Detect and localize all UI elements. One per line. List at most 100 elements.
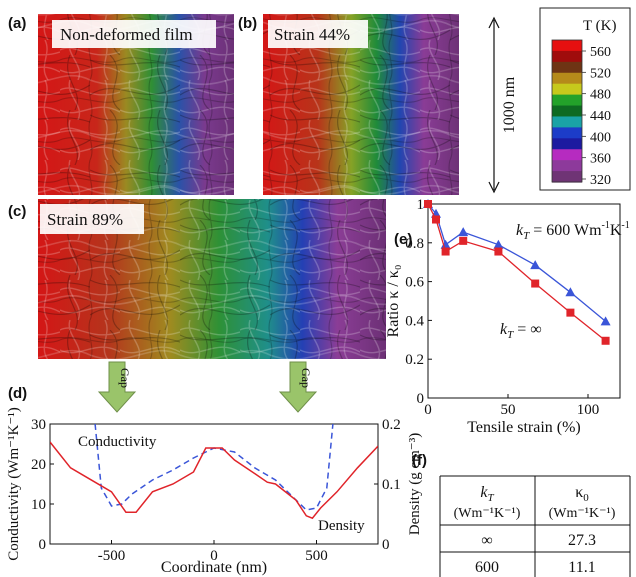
chart-e-x-axis-title: Tensile strain (%) (467, 419, 581, 436)
colorbar-swatch (552, 50, 582, 63)
colorbar-swatches (551, 39, 583, 183)
gap-arrow-right: Gap (278, 361, 318, 413)
chart-e-label-ktinf: kT = ∞ (500, 321, 542, 341)
chart-e-y-axis-title: Ratio κ / κ₀ (385, 265, 402, 338)
panel-c: (c) Strain 89% (8, 199, 386, 359)
gap-arrow-left: Gap (97, 361, 137, 413)
chart-e-series-line-1 (427, 203, 607, 342)
panel-a-label-box (52, 20, 216, 48)
colorbar-swatch (552, 116, 582, 128)
colorbar-tick-label: 360 (590, 152, 611, 167)
chart-e-point-triangle (493, 239, 504, 249)
chart-e-label-ktinf-part: = ∞ (513, 321, 541, 338)
scale-bar: 1000 nm (488, 16, 518, 194)
panel-a: (a) Non-deformed film (8, 14, 234, 195)
chart-e-x-tick-label: 0 (424, 402, 432, 418)
gap-label-right: Gap (299, 368, 313, 388)
chart-e-point-square (441, 247, 450, 256)
panel-f: (f) kT (Wm⁻¹K⁻¹) κ0 (Wm⁻¹K⁻¹) ∞ 27.3 600… (412, 452, 631, 577)
chart-e-point-square (494, 247, 503, 256)
colorbar-swatch (552, 105, 582, 118)
chart-e-y-tick-label: 0.4 (405, 313, 424, 329)
chart-d-label-density: Density (318, 518, 365, 534)
chart-e-x-tick-label: 50 (501, 402, 516, 418)
gap-label-left: Gap (118, 368, 132, 388)
table-header-kt: kT (480, 484, 494, 504)
chart-e-label-kt600-part: k (516, 222, 524, 239)
scale-bar-arrow-bottom (488, 181, 500, 194)
colorbar-title: T (K) (583, 18, 616, 34)
chart-d-y2-tick-label: 0.1 (382, 477, 401, 493)
colorbar-outline (551, 39, 583, 183)
chart-d-y-tick-label: 20 (31, 457, 46, 473)
chart-e-label-ktinf-part: T (507, 329, 514, 341)
chart-e-point-square (566, 308, 575, 317)
colorbar-swatch (552, 138, 582, 150)
chart-e-point-triangle (440, 239, 451, 249)
chart-d-y-tick-label: 0 (39, 537, 47, 553)
chart-e-y-tick-label: 0.2 (405, 352, 424, 368)
chart-e-point-square (432, 215, 440, 224)
gap-arrow-right-shape (278, 361, 318, 413)
scale-bar-label: 1000 nm (501, 76, 518, 133)
colorbar-swatch (552, 83, 582, 96)
chart-d-x-axis-title: Coordinate (nm) (161, 559, 267, 576)
colorbar-swatch (552, 127, 582, 139)
panel-c-label-box (40, 204, 144, 234)
panel-b-label-box (268, 20, 368, 48)
panel-c-letter: (c) (8, 203, 26, 220)
chart-e-point-square (601, 336, 610, 345)
colorbar-swatch (552, 40, 582, 52)
panel-e-letter: (e) (394, 231, 412, 248)
chart-e-label-kt600: kT = 600 Wm-1K-1 (516, 220, 630, 242)
table-cell-kappa0-row1: 27.3 (568, 532, 596, 549)
chart-e-point-triangle (530, 260, 541, 270)
panel-b-label: Strain 44% (274, 25, 350, 44)
chart-d-y-axis-title: Conductivity (Wm⁻¹K⁻¹) (6, 407, 22, 561)
chart-d-x-tick-label: 500 (305, 548, 328, 564)
chart-e-y-tick-label: 0 (417, 391, 425, 407)
chart-e-x-tick-label: 100 (577, 402, 600, 418)
colorbar-swatch (552, 149, 582, 161)
colorbar-tick-label: 400 (590, 130, 611, 145)
colorbar-tick-label: 560 (590, 45, 611, 60)
colorbar-swatch (552, 94, 582, 107)
chart-e-label-kt600-part: T (523, 230, 530, 242)
colorbar-tick-label: 520 (590, 66, 611, 81)
chart-e-label-ktinf-part: k (500, 321, 508, 338)
colorbar-swatch (552, 160, 582, 172)
colorbar: T (K) 560 520 480 440 400 360 320 (539, 7, 631, 191)
chart-e-y-tick-label: 0.6 (405, 275, 424, 291)
scale-bar-arrow-top (488, 16, 500, 29)
chart-e-label-kt600-part: -1 (621, 220, 629, 231)
chart-e-point-triangle (600, 316, 611, 326)
chart-d-y2-axis-title: Density (g cm⁻³) (407, 433, 423, 535)
table-cell-kt-row1: ∞ (481, 532, 492, 549)
colorbar-tick-label: 320 (590, 173, 611, 188)
panel-b: (b) Strain 44% (238, 14, 459, 195)
chart-d-label-conductivity: Conductivity (78, 434, 157, 450)
chart-e-frame (427, 203, 621, 399)
colorbar-tick-label: 440 (590, 109, 611, 124)
chart-e-point-triangle (565, 287, 576, 297)
chart-e-label-kt600-part: = 600 Wm (529, 222, 602, 239)
panel-f-letter: (f) (412, 452, 427, 469)
panel-a-label: Non-deformed film (60, 25, 193, 44)
chart-d-x-tick-label: -500 (98, 548, 126, 564)
chart-d-y-tick-label: 30 (31, 417, 46, 433)
colorbar-swatch (552, 61, 582, 74)
chart-e-y-tick-label: 1 (417, 197, 425, 213)
chart-e-point-square (459, 236, 468, 245)
panel-a-letter: (a) (8, 15, 26, 32)
panel-d: (d) -500 0 500 0 10 20 30 0 0.1 0.2 Conductivity De… (6, 385, 423, 576)
table-header-kappa0: κ0 (575, 484, 589, 504)
data-table: kT (Wm⁻¹K⁻¹) κ0 (Wm⁻¹K⁻¹) ∞ 27.3 600 11.… (439, 475, 631, 577)
panel-c-label: Strain 89% (47, 210, 123, 229)
chart-d-series-line-1 (50, 441, 378, 520)
chart-e-point-square (424, 200, 432, 208)
table-header-kappa0-unit: (Wm⁻¹K⁻¹) (549, 506, 616, 521)
colorbar-swatch (552, 171, 582, 183)
colorbar-ticks: 560 520 480 440 400 360 320 (582, 45, 611, 188)
